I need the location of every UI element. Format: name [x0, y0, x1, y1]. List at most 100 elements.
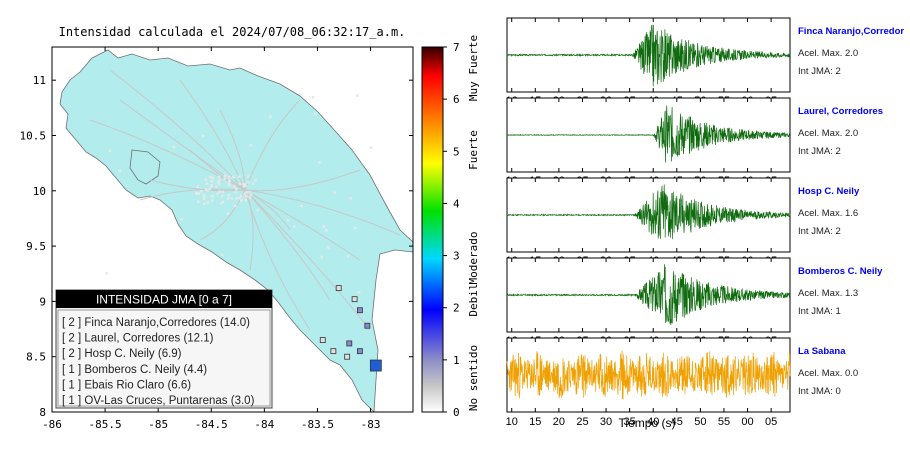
map-x-tick-label: -85 — [148, 418, 168, 431]
road — [189, 149, 246, 191]
city-dot — [196, 185, 200, 188]
colorbar-gradient — [421, 46, 444, 413]
city-dot — [250, 193, 253, 196]
city-dot — [256, 208, 259, 212]
city-dot — [245, 191, 248, 194]
city-dot — [254, 178, 257, 182]
city-dot — [244, 198, 248, 202]
map-x-tick-label: -83.5 — [301, 418, 334, 431]
city-dot — [246, 180, 250, 184]
waveform-tick-label: 55 — [718, 416, 730, 428]
city-dot — [238, 175, 241, 179]
station-marker — [357, 348, 363, 355]
city-dot — [210, 194, 213, 198]
city-dot — [227, 181, 231, 184]
station-name: La Sabana — [798, 346, 846, 357]
station-marker — [364, 322, 371, 329]
city-dot — [211, 176, 215, 179]
city-dot — [246, 175, 250, 178]
city-dot — [108, 149, 112, 153]
city-dot — [218, 190, 221, 194]
station-accel: Acel. Max. 0.0 — [798, 368, 858, 379]
station-markers — [319, 285, 382, 372]
city-dot — [356, 94, 359, 97]
waveform-trace — [506, 24, 791, 87]
city-dot — [242, 185, 246, 188]
city-dot — [235, 187, 238, 191]
city-dot — [353, 226, 357, 230]
city-dot — [232, 185, 236, 188]
city-dot — [202, 195, 206, 198]
waveform-trace — [506, 264, 791, 326]
station-intensity: Int JMA: 2 — [798, 226, 841, 237]
city-dot — [218, 179, 221, 182]
city-dot — [243, 192, 247, 196]
city-dot — [202, 197, 206, 201]
waveform-tick-label: 15 — [529, 416, 541, 428]
map-x-tick-label: -85.5 — [89, 418, 122, 431]
city-dot — [233, 204, 237, 208]
waveform-trace — [506, 184, 791, 240]
waveform-tick-label: 50 — [694, 416, 706, 428]
colorbar-tick-label: 0 — [453, 406, 460, 419]
waveform-tick-label: 20 — [553, 416, 565, 428]
city-dot — [322, 225, 326, 228]
city-dot — [357, 290, 361, 294]
city-dot — [195, 192, 198, 195]
station-name: Laurel, Corredores — [798, 106, 883, 117]
station-marker — [344, 353, 351, 360]
city-dot — [235, 197, 239, 200]
city-dot — [349, 197, 352, 200]
city-dot — [201, 134, 205, 138]
legend-item: [ 1 ] OV-Las Cruces, Puntarenas (3.0) — [62, 395, 255, 407]
waveform-tick-label: 00 — [741, 416, 753, 428]
colorbar-ticks: 7 6 5 4 3 2 1 0 — [443, 41, 460, 419]
city-dot — [118, 169, 122, 173]
road — [244, 99, 301, 191]
legend-item: [ 1 ] Ebais Rio Claro (6.6) — [62, 379, 191, 391]
city-dot — [234, 190, 237, 194]
city-dot — [292, 225, 296, 228]
city-dot — [242, 182, 245, 186]
city-dot — [327, 246, 330, 249]
road — [244, 189, 371, 331]
map-x-tick-label: -83 — [361, 418, 381, 431]
colorbar-tick-label: 7 — [453, 41, 460, 54]
legend-item: [ 1 ] Bomberos C. Neily (4.4) — [62, 364, 207, 376]
city-dot — [172, 145, 176, 149]
city-dot — [200, 189, 203, 193]
city-dot — [204, 188, 208, 191]
city-dot — [226, 212, 230, 215]
colorbar-tick-label: 5 — [453, 145, 460, 158]
legend-inner — [57, 309, 271, 407]
map-frame — [51, 46, 414, 413]
waveform-tick-label: 30 — [600, 416, 612, 428]
city-dot — [369, 146, 373, 149]
station-marker — [319, 337, 326, 344]
city-dot — [232, 175, 235, 179]
city-dot — [216, 192, 219, 196]
city-dots — [105, 94, 373, 294]
waveform-panel: Finca Naranjo,Corredor Acel. Max. 2.0 Int … — [506, 17, 904, 107]
waveform-panel: La Sabana Acel. Max. 0.0 Int JMA: 0 10 15 20 2… — [506, 337, 858, 428]
city-dot — [105, 272, 108, 275]
city-dot — [220, 194, 224, 198]
city-dot — [347, 255, 350, 258]
colorbar-tick-label: 4 — [453, 197, 460, 210]
city-dot — [210, 179, 213, 183]
city-dot — [286, 219, 290, 222]
city-dot — [209, 175, 212, 179]
city-dot — [220, 202, 223, 205]
station-marker — [351, 296, 358, 303]
city-dot — [318, 161, 321, 164]
city-dot — [227, 194, 230, 197]
city-dot — [221, 200, 225, 204]
station-marker — [357, 307, 363, 314]
city-dot — [251, 182, 255, 186]
legend-header — [56, 290, 272, 308]
city-dot — [227, 176, 231, 179]
city-dot — [228, 183, 231, 187]
city-dot — [311, 95, 315, 99]
city-dot — [216, 181, 220, 184]
city-dot — [300, 204, 303, 208]
